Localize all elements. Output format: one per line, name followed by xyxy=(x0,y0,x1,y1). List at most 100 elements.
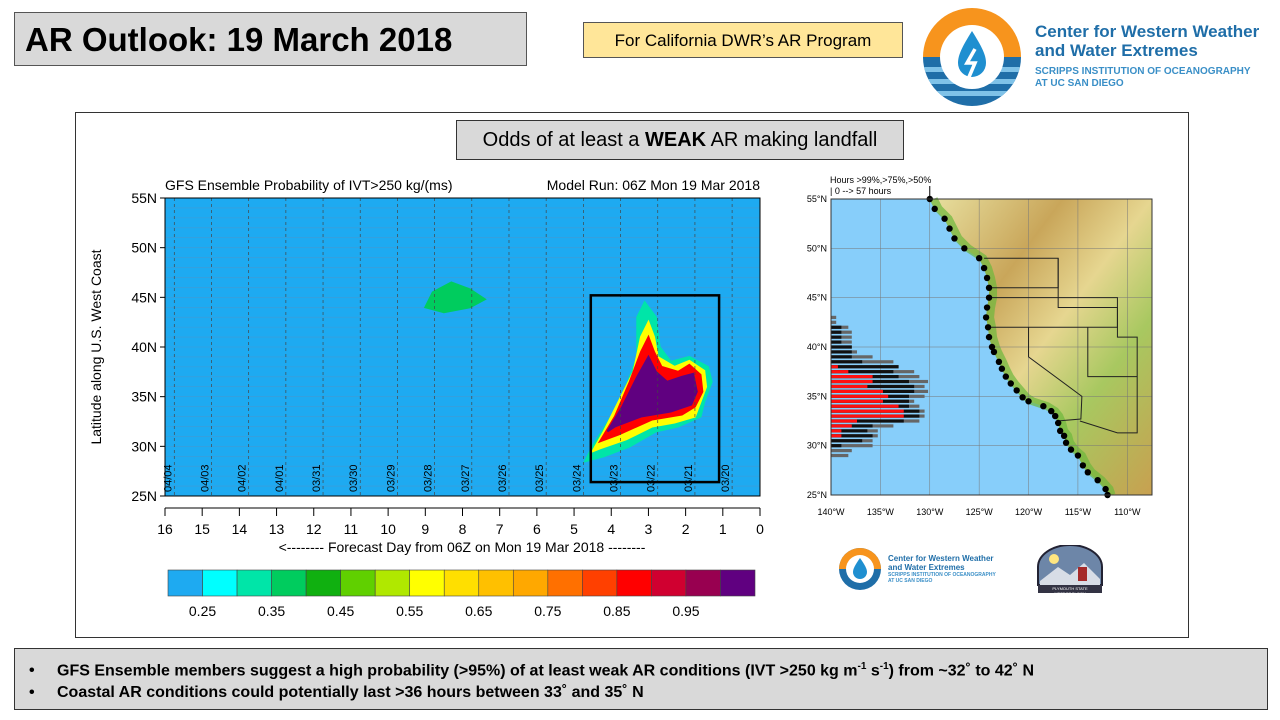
heatmap-subtitle: Model Run: 06Z Mon 19 Mar 2018 xyxy=(547,177,760,193)
y-tick-label: 40°N xyxy=(807,342,827,352)
x-tick-label: 5 xyxy=(570,521,578,537)
coastal-point xyxy=(1054,419,1062,427)
heatmap-title: GFS Ensemble Probability of IVT>250 kg/(… xyxy=(165,177,453,193)
hours-bar xyxy=(831,355,852,359)
hours-bar xyxy=(831,429,868,433)
y-tick-label: 25°N xyxy=(807,490,827,500)
y-tick-label: 30N xyxy=(131,438,157,454)
x-tick-label: 12 xyxy=(306,521,322,537)
date-label: 03/22 xyxy=(646,464,658,492)
x-tick-label: 4 xyxy=(607,521,615,537)
colorbar-swatch xyxy=(651,569,687,597)
coastal-point xyxy=(983,274,991,282)
coastal-point xyxy=(1074,452,1082,459)
hours-bar xyxy=(831,365,899,369)
coastal-point xyxy=(984,324,992,331)
hours-bar xyxy=(831,350,852,354)
hours-bar xyxy=(831,424,852,428)
logo-text: PLYMOUTH STATE METEOROLOGY xyxy=(1052,586,1088,596)
x-tick-label: 140°W xyxy=(817,507,845,517)
coastal-point xyxy=(1060,432,1068,439)
y-tick-label: 45N xyxy=(131,289,157,305)
x-tick-label: 10 xyxy=(380,521,396,537)
summary-box: • GFS Ensemble members suggest a high pro… xyxy=(14,648,1268,710)
x-tick-label: 7 xyxy=(496,521,504,537)
hours-subtitle: | 0 --> 57 hours xyxy=(830,186,892,196)
colorbar-label: 0.25 xyxy=(189,603,216,619)
colorbar-swatch xyxy=(443,569,480,597)
hours-bar xyxy=(831,394,889,398)
bullet-text: Coastal AR conditions could potentially … xyxy=(57,684,644,701)
date-label: 03/27 xyxy=(460,464,472,492)
hours-bar xyxy=(831,449,852,453)
hours-bar xyxy=(831,340,842,344)
x-tick-label: 120°W xyxy=(1015,507,1043,517)
figure-frame xyxy=(75,112,1189,638)
x-tick-label: 2 xyxy=(682,521,690,537)
logo-text: Center for Western Weather xyxy=(1035,22,1260,41)
x-tick-label: 16 xyxy=(157,521,173,537)
coastal-point xyxy=(998,365,1006,372)
hours-bar xyxy=(831,419,857,423)
coastal-point xyxy=(1025,398,1032,405)
y-tick-label: 50N xyxy=(131,240,157,256)
psu-meteorology-logo: PLYMOUTH STATE METEOROLOGY xyxy=(1034,544,1106,596)
cw3e-drop-icon xyxy=(923,8,1021,106)
hours-bar xyxy=(831,330,842,334)
colorbar-label: 0.65 xyxy=(465,603,492,619)
colorbar-swatch xyxy=(478,569,514,597)
charts-svg: GFS Ensemble Probability of IVT>250 kg/(… xyxy=(88,175,1153,619)
colorbar-swatch xyxy=(236,569,272,597)
hours-bar xyxy=(831,375,873,379)
superscript: -1 xyxy=(879,661,889,672)
colorbar-swatch xyxy=(616,569,652,597)
colorbar-swatch xyxy=(685,569,721,597)
coastal-point xyxy=(985,284,993,291)
x-tick-label: 110°W xyxy=(1114,507,1141,517)
heatmap-xlabel: <-------- Forecast Day from 06Z on Mon 1… xyxy=(279,539,646,555)
colorbar: 0.25 0.35 0.45 0.55 0.65 0.75 0.85 0.95 xyxy=(167,569,756,619)
state-border xyxy=(1087,327,1138,378)
hours-bar xyxy=(831,384,915,389)
hours-bar xyxy=(831,404,899,408)
panel-heading: Odds of at least a WEAK AR making landfa… xyxy=(456,120,904,160)
coastal-point xyxy=(1002,373,1010,380)
heatmap-plot: 04/04 04/03 04/02 04/01 03/31 03/30 03/29 03/28… xyxy=(131,190,764,537)
coastal-point xyxy=(1007,380,1014,387)
hours-bar xyxy=(831,335,842,339)
coastal-point xyxy=(983,304,991,311)
heading-text: Odds of at least a xyxy=(482,129,645,151)
date-label: 04/01 xyxy=(274,464,286,492)
colorbar-swatch xyxy=(512,569,549,597)
cw3e-small-logo: Center for Western Weather and Water Extr… xyxy=(838,545,1018,595)
hours-bar xyxy=(831,453,849,458)
coastal-point xyxy=(931,205,938,213)
date-label: 03/25 xyxy=(534,464,546,492)
hours-bar xyxy=(831,414,904,418)
y-tick-label: 55N xyxy=(131,190,157,206)
colorbar-label: 0.85 xyxy=(603,603,630,619)
state-border xyxy=(1028,327,1083,422)
colorbar-swatch xyxy=(409,569,445,597)
hours-bar xyxy=(831,360,863,364)
x-tick-label: 15 xyxy=(194,521,210,537)
page-title: AR Outlook: 19 March 2018 xyxy=(14,12,527,66)
date-label: 04/02 xyxy=(237,464,249,492)
coastal-point xyxy=(1067,446,1075,453)
coastal-point xyxy=(980,264,988,272)
x-tick-label: 130°W xyxy=(916,507,944,517)
y-tick-label: 50°N xyxy=(807,243,827,253)
date-label: 03/26 xyxy=(497,464,509,492)
x-tick-label: 3 xyxy=(645,521,653,537)
coastal-range xyxy=(930,197,1116,497)
date-label: 03/21 xyxy=(683,464,695,492)
y-tick-label: 25N xyxy=(131,488,157,504)
hours-bar xyxy=(831,444,842,448)
coastal-point xyxy=(1102,485,1109,493)
coastal-point xyxy=(975,255,983,262)
colorbar-label: 0.45 xyxy=(327,603,354,619)
coastal-point xyxy=(985,294,993,301)
x-tick-label: 6 xyxy=(533,521,541,537)
coastal-point xyxy=(988,343,996,351)
x-tick-label: 14 xyxy=(232,521,248,537)
